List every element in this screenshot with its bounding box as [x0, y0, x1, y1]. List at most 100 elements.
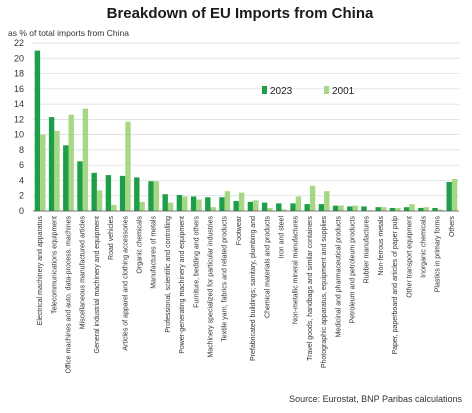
- bar-2023-12: [205, 197, 211, 211]
- bar-2023-24: [375, 207, 381, 211]
- y-tick-label-16: 16: [14, 84, 24, 94]
- x-tick-label-15: Prefabricated buildings; sanitary, plumb…: [250, 216, 257, 361]
- bar-2023-15: [247, 201, 254, 211]
- x-tick-label-28: Plastics in primary forms: [435, 216, 442, 293]
- y-tick-label-4: 4: [19, 175, 24, 185]
- bar-2001-11: [196, 199, 202, 211]
- bar-2023-8: [148, 181, 154, 211]
- bar-2023-9: [162, 194, 168, 211]
- x-tick-label-27: Inorganic chemicals: [421, 216, 428, 278]
- y-tick-label-20: 20: [14, 53, 24, 63]
- x-tick-label-9: Professional, scientific and controlling: [165, 216, 172, 333]
- x-tick-label-20: Photographic apparatus, equipment and su…: [321, 216, 328, 369]
- bar-2001-3: [82, 108, 89, 211]
- x-tick-label-1: Telecommunications equipment: [51, 216, 58, 314]
- bar-2023-10: [176, 194, 183, 211]
- x-tick-label-7: Organic chemicals: [137, 216, 144, 274]
- x-tick-label-8: Manufactures of metals: [151, 216, 158, 289]
- bar-2023-25: [389, 207, 396, 211]
- bar-2001-4: [96, 190, 103, 211]
- x-tick-label-13: Textile yarn, fabrics and related produc…: [222, 216, 229, 342]
- bar-2001-15: [253, 200, 259, 211]
- bar-2023-19: [304, 204, 310, 211]
- legend-label-2001: 2001: [332, 86, 355, 97]
- bar-2001-17: [281, 209, 287, 211]
- bar-2023-26: [403, 207, 410, 211]
- bar-2023-23: [361, 206, 367, 211]
- bar-2001-8: [153, 181, 160, 211]
- bar-2001-29: [451, 178, 458, 211]
- y-tick-label-14: 14: [14, 99, 24, 109]
- bar-2023-17: [276, 203, 282, 211]
- bar-2023-27: [418, 207, 424, 211]
- bar-2023-3: [77, 161, 83, 211]
- y-tick-label-18: 18: [14, 69, 24, 79]
- y-tick-label-8: 8: [19, 145, 24, 155]
- bar-2001-6: [125, 121, 131, 211]
- bar-2023-5: [105, 175, 112, 211]
- bar-2001-0: [40, 134, 46, 211]
- x-tick-label-19: Travel goods, handbags and similar conta…: [307, 216, 314, 361]
- bar-2023-13: [219, 197, 225, 211]
- bar-2023-11: [190, 196, 197, 211]
- bar-2001-14: [238, 192, 245, 211]
- chart-title: Breakdown of EU Imports from China: [107, 5, 374, 22]
- bar-2001-26: [409, 204, 415, 211]
- legend-swatch-2023: [262, 86, 267, 94]
- bar-2023-4: [91, 172, 97, 211]
- x-tick-label-25: Paper, paperboard and articles of paper …: [392, 216, 399, 355]
- y-tick-label-10: 10: [14, 130, 24, 140]
- x-tick-label-26: Other transport equipment: [406, 216, 413, 298]
- legend: 2023 2001: [262, 86, 355, 97]
- bar-2023-29: [446, 181, 452, 211]
- bar-2001-27: [423, 207, 429, 211]
- y-tick-label-6: 6: [19, 160, 24, 170]
- bar-2001-22: [352, 205, 358, 211]
- bar-2001-24: [380, 207, 387, 211]
- bar-2023-0: [34, 50, 41, 211]
- bar-2023-7: [134, 177, 140, 211]
- x-tick-label-11: Furniture, bedding and others: [193, 216, 200, 308]
- bar-2023-21: [332, 205, 339, 211]
- bar-2023-2: [63, 145, 69, 211]
- x-tick-label-6: Articles of apparel and clothing accesso…: [122, 216, 129, 351]
- x-tick-label-10: Power-generating machinery and equipment: [179, 216, 186, 354]
- y-tick-label-0: 0: [19, 206, 24, 216]
- bar-2001-10: [182, 196, 188, 211]
- source-note: Source: Eurostat, BNP Paribas calculatio…: [289, 394, 462, 404]
- y-axis-ticks: 0 2 4 6 8 10 12 14 16 18 20 22: [14, 38, 24, 216]
- bar-2001-19: [309, 185, 316, 211]
- bars: [34, 50, 458, 211]
- y-axis-unit-label: as % of total imports from China: [8, 28, 129, 38]
- legend-label-2023: 2023: [270, 86, 293, 97]
- bar-2001-2: [68, 114, 74, 211]
- x-tick-label-16: Chemical materials and products: [264, 216, 271, 318]
- x-tick-label-24: Non-ferrous metals: [378, 216, 385, 276]
- bar-2001-21: [338, 205, 344, 211]
- x-tick-label-0: Electrical machinery and apparatus: [37, 216, 44, 326]
- bar-2001-1: [54, 130, 60, 211]
- x-tick-label-12: Machinery specialized for particular ind…: [208, 216, 215, 358]
- x-axis-ticks: Electrical machinery and apparatus Teleco…: [37, 215, 456, 373]
- y-tick-label-22: 22: [14, 38, 24, 48]
- bar-2001-9: [167, 202, 174, 211]
- x-tick-label-5: Road vehicles: [108, 216, 115, 260]
- x-tick-label-17: Iron and steel: [279, 216, 286, 259]
- bar-2001-13: [224, 191, 231, 211]
- bar-2023-20: [318, 204, 325, 211]
- legend-swatch-2001: [324, 86, 329, 94]
- gridlines: [33, 42, 459, 212]
- x-tick-label-2: Office machines and auto. data-process. …: [66, 216, 73, 374]
- bar-2023-16: [261, 202, 268, 211]
- bar-2023-18: [290, 203, 296, 211]
- x-tick-label-21: Medicinal and pharmaceutical products: [335, 216, 342, 338]
- x-tick-label-14: Footwear: [236, 215, 243, 245]
- bar-2001-5: [111, 204, 117, 211]
- bar-2001-16: [267, 207, 273, 211]
- bar-2023-6: [119, 175, 126, 211]
- bar-2023-1: [48, 117, 55, 211]
- bar-2023-28: [432, 207, 438, 211]
- y-tick-label-2: 2: [19, 191, 24, 201]
- bar-2001-20: [324, 191, 330, 211]
